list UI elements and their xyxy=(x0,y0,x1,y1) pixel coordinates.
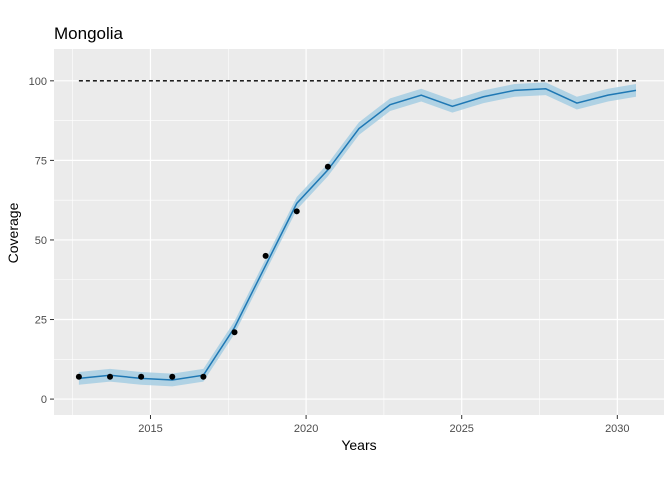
x-tick-label: 2020 xyxy=(294,423,318,435)
data-point xyxy=(107,373,114,380)
y-tick-label: 50 xyxy=(35,235,47,247)
y-tick-label: 75 xyxy=(35,155,47,167)
data-point xyxy=(138,373,145,380)
x-axis-title: Years xyxy=(341,437,376,453)
data-point xyxy=(75,373,82,380)
x-tick-label: 2030 xyxy=(605,423,629,435)
x-tick-label: 2025 xyxy=(449,423,473,435)
major-gridlines xyxy=(54,49,664,415)
y-tick-label: 25 xyxy=(35,315,47,327)
chart-title: Mongolia xyxy=(54,24,124,43)
data-point xyxy=(262,252,269,259)
x-axis: 2015 2020 2025 2030 xyxy=(138,415,630,435)
y-axis: 0 25 50 75 100 xyxy=(29,76,54,406)
data-point xyxy=(293,208,300,215)
data-point xyxy=(324,163,331,170)
observed-points xyxy=(75,163,331,380)
y-axis-title: Coverage xyxy=(5,202,21,263)
data-point xyxy=(169,373,176,380)
fitted-line xyxy=(78,88,637,381)
data-point xyxy=(200,373,207,380)
y-tick-label: 100 xyxy=(29,76,47,88)
data-point xyxy=(231,329,238,336)
x-tick-label: 2015 xyxy=(138,423,162,435)
plot-panel xyxy=(54,49,664,415)
y-tick-label: 0 xyxy=(41,394,47,406)
